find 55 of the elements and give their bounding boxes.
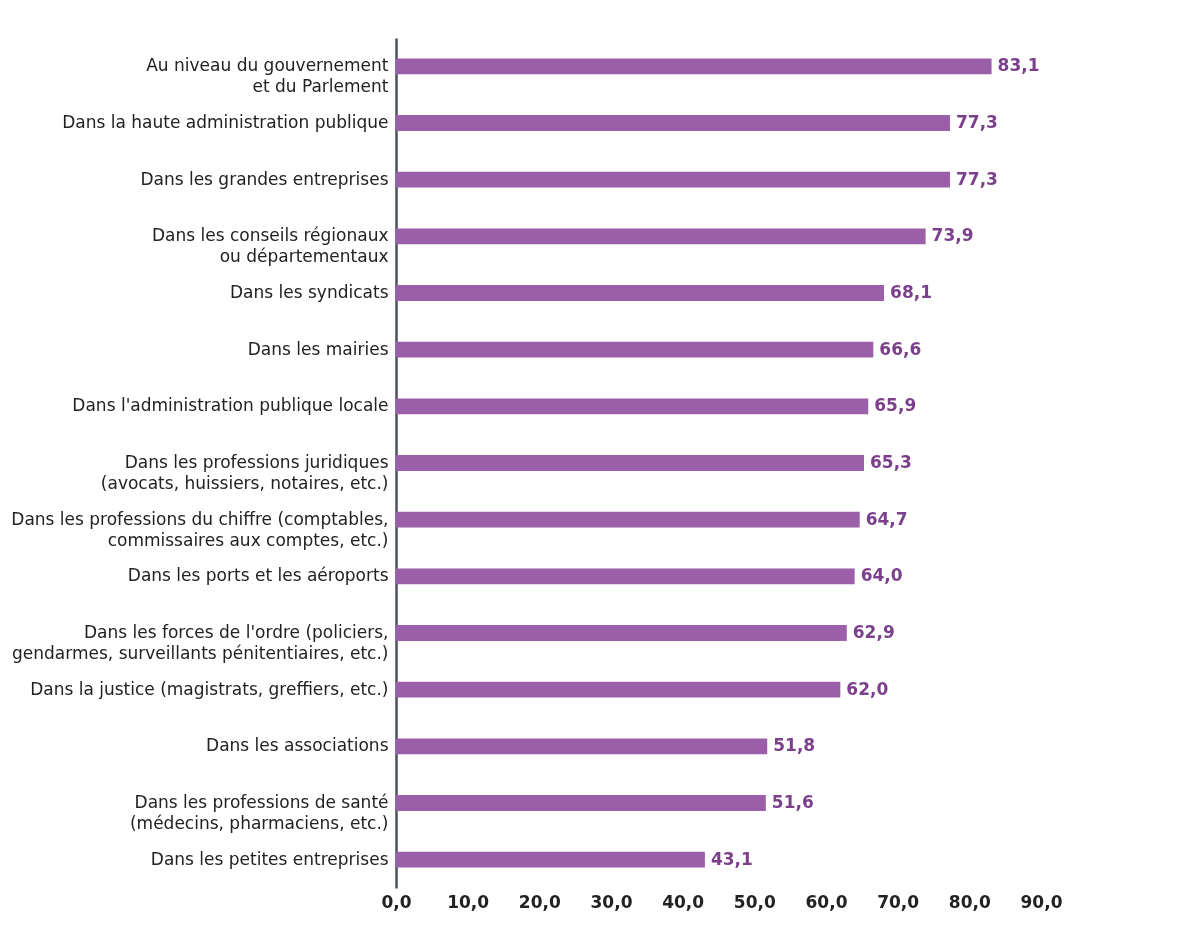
x-tick-label: 70,0 — [877, 891, 920, 912]
y-tick-label: Dans les syndicats — [230, 282, 389, 302]
data-label: 64,7 — [865, 508, 908, 529]
x-tick-label: 30,0 — [590, 891, 633, 912]
data-label: 73,9 — [931, 225, 974, 246]
bar — [396, 455, 864, 471]
y-tick-label: Dans les grandes entreprises — [140, 168, 389, 189]
x-tick-label: 90,0 — [1020, 891, 1063, 912]
data-label: 66,6 — [879, 338, 922, 359]
bar — [396, 341, 874, 358]
data-label: 62,9 — [852, 622, 895, 642]
bar — [396, 738, 768, 755]
x-tick-label: 0,0 — [381, 891, 412, 912]
y-tick-label: Dans les professions du chiffre (comptables, commissaires aux comptes, etc.) — [11, 508, 389, 550]
bar — [396, 285, 885, 301]
bar — [396, 681, 841, 698]
x-tick-label: 60,0 — [805, 891, 848, 912]
bar — [396, 795, 766, 811]
data-label: 83,1 — [997, 55, 1040, 76]
data-label: 51,8 — [773, 735, 816, 756]
data-label: 51,6 — [771, 792, 814, 812]
y-tick-label: Dans les petites entreprises — [150, 848, 389, 869]
data-label: 68,1 — [890, 282, 932, 302]
data-label: 65,9 — [874, 395, 917, 416]
y-tick-label: Dans la justice (magistrats, greffiers, etc.) — [30, 678, 389, 699]
y-tick-label: Dans les ports et les aéroports — [127, 565, 389, 586]
bar — [396, 398, 869, 415]
bar — [396, 58, 992, 75]
y-tick-label: Dans les professions de santé (médecins, pharmaciens, etc.) — [129, 792, 389, 833]
x-tick-label: 20,0 — [518, 891, 561, 912]
y-tick-label: Au niveau du gouvernement et du Parlement — [146, 55, 389, 97]
x-tick-label: 10,0 — [447, 891, 490, 912]
data-label: 62,0 — [846, 678, 889, 699]
data-label: 65,3 — [869, 452, 912, 472]
y-tick-label: Dans les professions juridiques (avocats, huissiers, notaires, etc.) — [100, 452, 389, 493]
y-tick-label: Dans les forces de l'ordre (policiers, gendarmes, surveillants pénitentiaires, etc.) — [12, 622, 389, 663]
y-tick-label: Dans les mairies — [247, 338, 389, 359]
bar — [396, 228, 926, 245]
data-label: 77,3 — [955, 112, 998, 132]
x-tick-label: 80,0 — [948, 891, 991, 912]
data-label: 77,3 — [955, 168, 998, 189]
data-label: 43,1 — [710, 848, 753, 869]
x-tick-label: 40,0 — [662, 891, 705, 912]
y-tick-label: Dans les conseils régionaux ou départementaux — [151, 225, 389, 267]
bar — [396, 568, 855, 585]
data-label: 64,0 — [860, 565, 903, 586]
bar — [396, 851, 705, 868]
y-tick-label: Dans l'administration publique locale — [72, 395, 389, 416]
bar — [396, 115, 950, 131]
y-tick-label: Dans les associations — [206, 735, 389, 756]
bar — [396, 511, 860, 528]
bar — [396, 625, 847, 641]
y-tick-label: Dans la haute administration publique — [62, 112, 389, 132]
bar — [396, 171, 950, 188]
x-tick-label: 50,0 — [733, 891, 776, 912]
